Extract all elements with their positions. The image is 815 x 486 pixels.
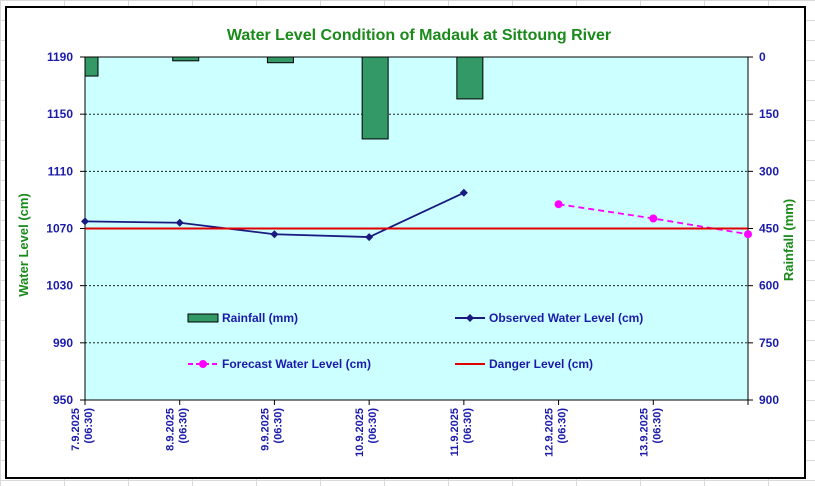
x-tick-label: (06:30) (83, 408, 95, 444)
legend-label: Forecast Water Level (cm) (222, 357, 371, 371)
rainfall-bar (84, 56, 99, 77)
left-tick-label: 990 (53, 336, 73, 350)
right-axis-ticks: 0 150 300 450 600 750 900 (748, 50, 779, 407)
observed-point (81, 217, 89, 226)
x-tick-label: 7.9.2025 (70, 408, 82, 451)
x-tick-label: (06:30) (462, 408, 474, 444)
right-axis-label: Rainfall (mm) (781, 199, 796, 281)
left-tick-label: 1150 (47, 107, 73, 121)
x-axis-ticks: 7.9.2025 (06:30) 8.9.2025 (06:30) 9.9.2025 (0… (70, 400, 749, 457)
x-tick-label: 12.9.2025 (544, 408, 556, 457)
observed-point (270, 230, 279, 239)
rainfall-bars (84, 56, 484, 140)
rainfall-bar (266, 56, 294, 64)
legend-circle-marker (199, 360, 207, 368)
chart-title: Water Level Condition of Madauk at Sitto… (227, 27, 611, 44)
observed-point (175, 218, 184, 227)
observed-point (459, 188, 468, 197)
rainfall-bar (172, 56, 200, 62)
x-tick-label: 9.9.2025 (259, 408, 271, 451)
legend: Rainfall (mm) Observed Water Level (cm) Fo… (187, 311, 643, 371)
legend-rainfall-swatch (187, 313, 219, 323)
left-tick-label: 1030 (46, 279, 73, 293)
right-tick-label: 900 (759, 393, 779, 407)
left-tick-label: 950 (53, 393, 73, 407)
x-tick-label: (06:30) (651, 408, 663, 444)
legend-label: Observed Water Level (cm) (489, 311, 643, 325)
legend-label: Rainfall (mm) (222, 311, 298, 325)
x-tick-label: (06:30) (367, 408, 379, 444)
right-tick-label: 750 (759, 336, 779, 350)
x-tick-label: (06:30) (272, 408, 284, 444)
x-tick-label: 8.9.2025 (165, 408, 177, 451)
legend-label: Danger Level (cm) (489, 357, 593, 371)
x-tick-label: (06:30) (557, 408, 569, 444)
right-tick-label: 600 (759, 279, 779, 293)
forecast-point (649, 214, 658, 223)
left-axis-ticks: 950 990 1030 1070 1110 1150 1190 (46, 50, 85, 407)
right-tick-label: 300 (759, 164, 779, 178)
right-tick-label: 150 (759, 107, 779, 121)
legend-diamond-marker (466, 314, 474, 322)
x-tick-label: 11.9.2025 (449, 408, 461, 456)
right-tick-label: 450 (759, 222, 779, 236)
forecast-point (744, 230, 752, 239)
left-axis-label: Water Level (cm) (16, 193, 31, 297)
observed-point (365, 233, 374, 242)
forecast-point (554, 200, 563, 209)
x-tick-label: (06:30) (178, 408, 190, 444)
rainfall-bar (361, 56, 389, 140)
x-tick-label: 10.9.2025 (354, 408, 366, 457)
series-lines (81, 188, 752, 242)
left-tick-label: 1070 (46, 222, 73, 236)
right-tick-label: 0 (759, 50, 766, 64)
left-tick-label: 1190 (47, 50, 73, 64)
rainfall-bar (456, 56, 484, 100)
x-tick-label: 13.9.2025 (638, 408, 650, 457)
left-tick-label: 1110 (48, 164, 74, 178)
